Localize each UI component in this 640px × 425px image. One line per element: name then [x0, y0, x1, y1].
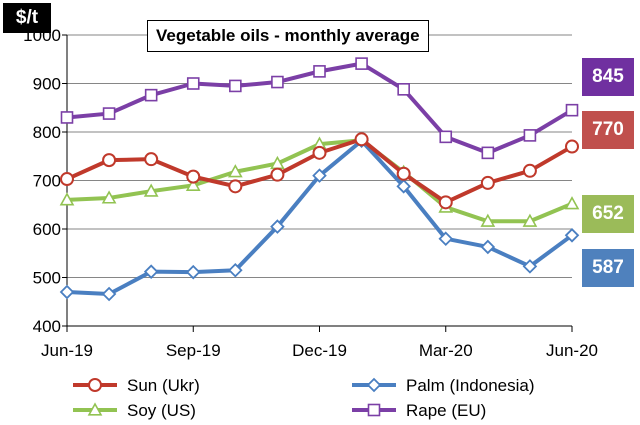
- x-tick-label: Jun-19: [41, 341, 93, 360]
- legend-marker-sun: [88, 378, 102, 392]
- point-sun: [60, 172, 74, 187]
- point-palm: [270, 219, 285, 234]
- point-soy: [185, 177, 201, 191]
- point-palm: [101, 286, 117, 302]
- point-palm: [438, 231, 454, 246]
- point-palm: [185, 264, 201, 280]
- legend-label-sun: Sun (Ukr): [127, 376, 200, 395]
- point-soy: [227, 164, 243, 178]
- series-line-palm: [66, 138, 574, 296]
- y-tick-label: 700: [33, 172, 61, 191]
- point-rape: [565, 103, 579, 117]
- value-badge-rape: 845: [582, 58, 634, 96]
- point-sun: [186, 169, 201, 184]
- point-palm: [59, 284, 75, 300]
- point-rape: [186, 77, 200, 90]
- legend-label-soy: Soy (US): [127, 401, 196, 420]
- y-tick-label: 800: [33, 123, 61, 142]
- point-rape: [439, 130, 453, 144]
- point-rape: [102, 107, 116, 120]
- point-sun: [270, 167, 285, 182]
- point-sun: [565, 139, 579, 154]
- point-rape: [355, 57, 368, 70]
- point-palm: [396, 179, 411, 194]
- legend-marker-rape: [367, 403, 381, 417]
- point-sun: [522, 163, 537, 178]
- point-sun: [312, 145, 327, 160]
- point-sun: [354, 132, 369, 147]
- point-palm: [564, 228, 580, 243]
- point-sun: [480, 175, 495, 190]
- legend-label-rape: Rape (EU): [406, 401, 486, 420]
- y-tick-label: 900: [33, 75, 61, 94]
- unit-label: $/t: [3, 3, 51, 33]
- point-palm: [228, 262, 243, 278]
- point-sun: [396, 166, 411, 181]
- point-soy: [522, 213, 538, 227]
- point-palm: [143, 264, 159, 279]
- y-tick-label: 600: [33, 220, 61, 239]
- point-soy: [480, 213, 496, 227]
- point-palm: [480, 239, 496, 255]
- point-rape: [60, 111, 74, 124]
- x-tick-label: Sep-19: [166, 341, 221, 360]
- legend-marker-palm: [366, 377, 382, 393]
- value-badge-soy: 652: [582, 195, 634, 233]
- point-rape: [229, 79, 242, 93]
- point-soy: [101, 190, 117, 204]
- point-rape: [313, 65, 326, 78]
- point-palm: [312, 168, 327, 183]
- legend-label-palm: Palm (Indonesia): [406, 376, 535, 395]
- point-sun: [228, 179, 243, 194]
- value-badge-sun: 770: [582, 111, 634, 149]
- point-soy: [59, 192, 75, 206]
- legend-marker-soy: [87, 402, 103, 416]
- point-rape: [144, 88, 158, 102]
- point-sun: [102, 153, 117, 168]
- point-sun: [438, 195, 453, 210]
- point-rape: [481, 146, 495, 160]
- point-rape: [271, 75, 284, 89]
- y-tick-label: 500: [33, 269, 61, 288]
- point-soy: [564, 196, 580, 210]
- x-tick-label: Jun-20: [546, 341, 598, 360]
- x-tick-label: Mar-20: [419, 341, 473, 360]
- chart-title: Vegetable oils - monthly average: [147, 20, 429, 52]
- point-palm: [522, 259, 538, 274]
- point-sun: [144, 152, 159, 167]
- value-badge-palm: 587: [582, 249, 634, 287]
- x-tick-label: Dec-19: [292, 341, 347, 360]
- point-rape: [397, 83, 410, 96]
- y-tick-label: 400: [33, 317, 61, 336]
- point-soy: [143, 183, 159, 197]
- point-rape: [523, 129, 537, 142]
